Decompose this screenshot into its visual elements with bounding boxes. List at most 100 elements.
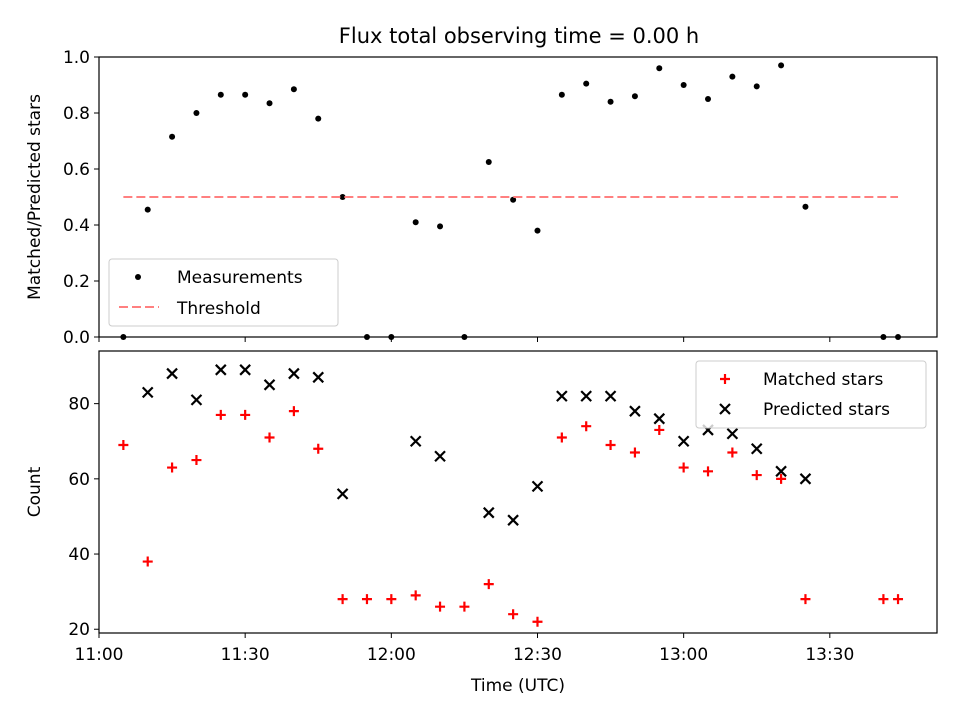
predicted-star-point <box>677 435 690 448</box>
measurement-point <box>144 206 151 213</box>
matched-star-point <box>118 440 129 450</box>
matched-star-point <box>337 594 348 605</box>
y-tick-label: 0.6 <box>63 160 90 180</box>
measurement-point <box>880 334 887 340</box>
measurement-point <box>266 100 273 107</box>
measurement-point <box>558 91 565 98</box>
measurement-point <box>895 334 902 340</box>
measurement-point <box>534 227 541 234</box>
measurement-point <box>680 82 687 88</box>
matched-star-point <box>386 594 397 605</box>
legend-box <box>695 360 927 429</box>
matched-star-point <box>751 470 762 481</box>
predicted-star-point <box>215 364 227 376</box>
measurement-point <box>315 115 322 122</box>
legend-box <box>108 258 339 327</box>
y-tick-label: 40 <box>68 545 90 565</box>
matched-star-point <box>483 579 494 590</box>
matched-star-point <box>678 462 689 473</box>
measurement-point <box>729 73 736 80</box>
predicted-star-point <box>239 364 251 376</box>
predicted-star-point <box>141 386 154 399</box>
axes-frame-1 <box>98 350 938 634</box>
predicted-star-point <box>580 390 592 402</box>
y-tick-label: 0.8 <box>63 104 90 124</box>
matched-star-point <box>654 424 665 435</box>
y-tick-label: 0.0 <box>63 328 90 348</box>
measurement-point <box>242 91 249 98</box>
measurement-point <box>753 83 760 90</box>
legend-top: Measurements Threshold <box>108 258 339 327</box>
matched-star-point <box>605 440 616 450</box>
measurement-point <box>290 86 297 93</box>
predicted-star-point <box>531 480 544 493</box>
measurement-point <box>607 98 614 105</box>
y-tick-label: 0.2 <box>63 272 90 292</box>
matched-star-point <box>191 455 202 466</box>
legend-label-measurements: Measurements <box>177 268 303 288</box>
chart-title: Flux total observing time = 0.00 h <box>339 24 699 48</box>
measurement-point <box>778 62 785 69</box>
ratio-panel: 0.0 0.2 0.4 0.6 0.8 1.0 Matched/Predicted star… <box>25 48 938 348</box>
y-tick-label: 20 <box>68 620 90 640</box>
matched-star-point <box>240 409 251 420</box>
predicted-star-point <box>312 371 325 384</box>
x-tick-label: 13:00 <box>659 645 708 665</box>
predicted-star-point <box>190 394 203 406</box>
matched-star-point <box>878 594 889 605</box>
matched-star-point <box>800 594 811 605</box>
predicted-star-point <box>726 427 739 440</box>
legend-marker-measurements <box>135 274 141 280</box>
matched-star-point <box>167 462 178 473</box>
predicted-star-point <box>482 506 495 519</box>
matched-star-point <box>435 601 446 612</box>
measurement-point <box>461 334 468 340</box>
measurement-point <box>705 96 712 102</box>
predicted-star-point <box>750 442 763 455</box>
legend-marker-matched <box>720 374 730 384</box>
x-tick-label: 11:00 <box>75 645 124 665</box>
count-panel: 20 40 60 80 11:00 11:30 12:00 12:30 13:00 13:30 Co… <box>25 350 938 696</box>
measurement-point <box>412 219 419 226</box>
predicted-star-point <box>799 473 812 485</box>
predicted-star-point <box>507 514 519 526</box>
predicted-star-point <box>775 465 787 478</box>
measurement-point <box>631 93 638 100</box>
legend-marker-predicted <box>719 403 731 415</box>
measurement-point <box>437 223 444 230</box>
predicted-star-point <box>263 379 276 391</box>
measurement-point <box>217 91 224 98</box>
y-tick-label: 80 <box>68 395 90 415</box>
y-axis-label: Count <box>25 466 45 517</box>
measurement-point <box>363 334 370 340</box>
matched-star-point <box>313 443 324 454</box>
measurement-point <box>656 65 663 72</box>
legend-bottom: Matched stars Predicted stars <box>695 360 927 429</box>
predicted-star-point <box>288 367 300 380</box>
legend-label-threshold: Threshold <box>176 299 261 319</box>
x-tick-label: 11:30 <box>221 645 270 665</box>
x-axis-label: Time (UTC) <box>470 676 565 696</box>
matched-star-point <box>727 447 738 458</box>
matched-star-point <box>508 609 519 620</box>
measurement-point <box>802 203 809 210</box>
matched-star-point <box>410 590 421 601</box>
measurement-point <box>583 80 590 87</box>
y-tick-label: 0.4 <box>63 216 90 236</box>
matched-star-point <box>581 421 592 432</box>
matched-star-point <box>459 601 470 612</box>
predicted-star-point <box>434 450 446 463</box>
measurement-point <box>485 159 492 165</box>
legend-label-predicted: Predicted stars <box>763 400 890 420</box>
measurement-point <box>193 110 200 116</box>
predicted-star-point <box>653 412 666 425</box>
measurement-point <box>510 196 517 203</box>
legend-label-matched: Matched stars <box>763 370 883 390</box>
measurement-point <box>339 194 346 200</box>
matched-star-point <box>264 432 275 443</box>
matched-star-point <box>703 466 714 477</box>
measurement-point <box>388 334 395 340</box>
matched-star-point <box>288 406 299 417</box>
